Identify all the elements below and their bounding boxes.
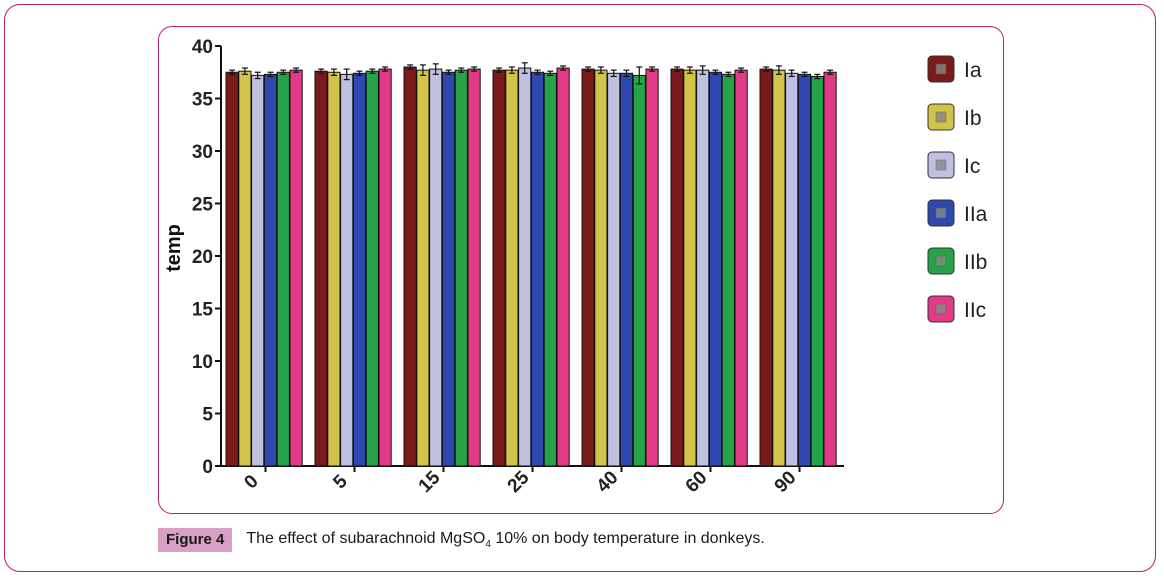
figure-label: Figure 4 [158, 528, 233, 552]
x-tick-label: 0 [240, 471, 262, 493]
bar-ib-25 [505, 69, 519, 467]
bar-ia-25 [492, 69, 506, 467]
bar-iia-40 [619, 72, 634, 467]
bar-ib-40 [594, 69, 608, 467]
bar-ia-40 [581, 68, 595, 467]
bar-iib-25 [543, 72, 557, 467]
bar-iic-60 [734, 69, 748, 467]
bar-ic-5 [340, 73, 354, 467]
legend-swatch-marker [935, 255, 947, 267]
y-axis: 0 5 10 15 20 25 30 35 40 [192, 37, 222, 478]
figure-caption: Figure 4 The effect of subarachnoid MgSO… [158, 528, 765, 552]
bar-ic-25 [518, 67, 532, 467]
bar-iia-25 [530, 71, 545, 467]
bar-ic-40 [607, 72, 621, 467]
y-tick-label: 5 [202, 405, 213, 426]
x-axis: 0 5 15 25 40 60 90 [221, 465, 844, 497]
bar-ia-60 [670, 68, 684, 467]
bar-ia-5 [314, 70, 328, 467]
bar-ic-60 [696, 69, 710, 467]
y-tick-label: 0 [202, 457, 213, 478]
bar-iib-0 [276, 71, 290, 467]
bar-iia-60 [708, 71, 723, 467]
bar-iic-0 [289, 69, 303, 467]
x-tick-label: 40 [593, 467, 623, 497]
legend-swatch-marker [935, 207, 947, 219]
bar-ic-90 [785, 72, 799, 467]
bar-ia-15 [403, 66, 417, 467]
y-axis-label: temp [163, 224, 185, 272]
caption-subscript: 4 [485, 539, 491, 551]
legend-swatch-marker [935, 63, 947, 75]
y-tick-label: 40 [192, 37, 213, 58]
figure-outer-frame [4, 4, 1156, 572]
y-tick-label: 30 [192, 142, 213, 163]
legend-swatch-marker [935, 111, 947, 123]
bar-iib-90 [810, 75, 824, 467]
legend-label-iia: IIa [964, 203, 988, 226]
y-tick-label: 10 [192, 352, 213, 373]
x-tick-label: 60 [682, 467, 712, 497]
legend-label-ic: Ic [964, 155, 980, 178]
bar-ib-60 [683, 69, 697, 467]
chart-frame [158, 26, 1004, 514]
bar-ib-90 [772, 69, 786, 467]
bar-iia-15 [441, 71, 456, 467]
x-tick-label: 15 [415, 467, 445, 497]
bar-iic-40 [645, 68, 659, 467]
x-tick-label: 90 [771, 467, 801, 497]
caption-text-main: The effect of subarachnoid MgSO [246, 529, 486, 547]
caption-text-end: 10% on body temperature in donkeys. [490, 529, 765, 547]
bar-iib-40 [632, 74, 646, 467]
bar-ib-15 [416, 69, 430, 467]
bars [225, 62, 837, 467]
caption-text: The effect of subarachnoid MgSO4 10% on … [246, 530, 764, 550]
legend-label-iic: IIc [964, 299, 986, 322]
bar-iic-5 [378, 68, 392, 467]
bar-ia-0 [225, 71, 239, 467]
bar-iic-90 [823, 71, 837, 467]
bar-iia-90 [797, 73, 812, 467]
legend-swatch-marker [935, 303, 947, 315]
bar-iia-0 [263, 73, 278, 467]
x-tick-label: 5 [329, 471, 352, 494]
bar-iic-25 [556, 67, 570, 467]
bar-iib-15 [454, 69, 468, 467]
bar-iic-15 [467, 68, 481, 467]
bar-ia-90 [759, 68, 773, 467]
y-tick-label: 15 [192, 300, 214, 321]
legend-swatch-marker [935, 159, 947, 171]
x-tick-label: 25 [504, 467, 534, 497]
legend-label-ib: Ib [964, 107, 982, 130]
bar-ic-15 [429, 68, 443, 467]
bar-iib-5 [365, 70, 379, 467]
legend: Ia Ib Ic IIa IIb IIc [927, 55, 988, 323]
bar-ib-0 [238, 70, 252, 467]
legend-label-iib: IIb [964, 251, 987, 274]
legend-label-ia: Ia [964, 59, 982, 82]
bar-ic-0 [251, 74, 265, 467]
y-tick-label: 25 [192, 195, 214, 216]
y-tick-label: 35 [192, 90, 214, 111]
bar-iib-60 [721, 73, 735, 467]
y-tick-label: 20 [192, 247, 213, 268]
bar-ib-5 [327, 71, 341, 467]
bar-iia-5 [352, 72, 367, 467]
